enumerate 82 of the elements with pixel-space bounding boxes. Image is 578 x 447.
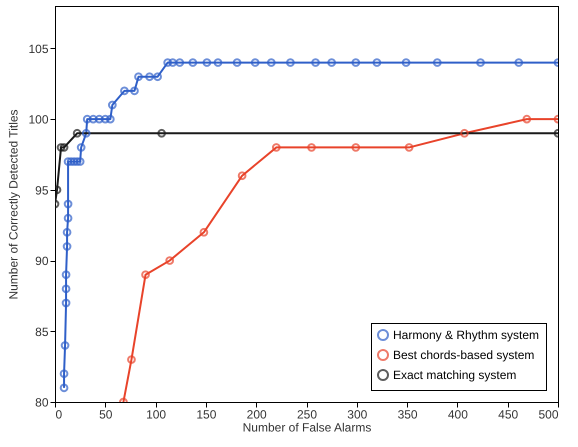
point <box>62 242 72 251</box>
point <box>202 58 212 67</box>
point <box>157 128 166 138</box>
point <box>70 157 78 166</box>
point <box>72 157 82 166</box>
legend-label: Exact matching system <box>393 368 516 382</box>
legend-label: Best chords-based system <box>393 348 534 362</box>
point <box>108 100 117 110</box>
point <box>100 114 110 124</box>
point <box>351 143 360 152</box>
point <box>72 128 82 138</box>
point <box>94 114 104 124</box>
point <box>62 284 70 294</box>
point <box>372 58 382 67</box>
y-tick-label: 100 <box>28 112 49 127</box>
point <box>76 143 86 152</box>
point <box>64 214 72 222</box>
point <box>404 143 414 152</box>
legend-label: Harmony & Rhythm system <box>393 328 540 342</box>
point <box>168 58 178 67</box>
point <box>60 369 68 378</box>
point <box>165 256 174 265</box>
point <box>62 228 72 237</box>
point <box>402 58 410 67</box>
point <box>476 58 485 67</box>
point <box>200 228 208 237</box>
y-tick-label: 90 <box>35 254 49 268</box>
point <box>88 114 98 124</box>
point <box>64 157 72 166</box>
point <box>62 298 70 308</box>
point <box>238 171 246 180</box>
point <box>56 143 66 152</box>
point <box>514 58 524 67</box>
point <box>286 58 295 67</box>
x-tick-label: 400 <box>448 408 468 422</box>
point <box>60 143 68 152</box>
x-tick-label: 450 <box>498 408 519 422</box>
x-tick-label: 150 <box>196 408 217 422</box>
point <box>60 341 70 350</box>
point <box>175 58 184 67</box>
x-tick-label: 350 <box>398 408 418 422</box>
point <box>272 143 281 152</box>
y-tick-label: 95 <box>35 183 49 198</box>
point <box>127 355 136 364</box>
point <box>432 58 442 67</box>
point <box>82 128 91 138</box>
point <box>327 58 336 67</box>
point <box>62 270 70 280</box>
x-tick-label: 50 <box>99 408 113 422</box>
x-tick-label: 500 <box>538 408 559 422</box>
x-tick-label: 300 <box>347 408 368 422</box>
x-tick-label: 100 <box>146 408 166 422</box>
y-tick-label: 80 <box>35 396 49 410</box>
point <box>232 58 242 67</box>
point <box>153 72 162 82</box>
x-tick-label: 200 <box>246 408 268 422</box>
point <box>307 143 316 152</box>
point <box>66 157 76 166</box>
point <box>141 270 150 280</box>
x-tick-label: 250 <box>296 408 318 422</box>
point <box>266 58 276 67</box>
point <box>76 157 85 166</box>
point <box>460 128 469 138</box>
point <box>163 58 172 67</box>
y-axis-title: Number of Correctly Detected Titles <box>6 109 20 300</box>
point <box>134 72 143 82</box>
point <box>522 114 532 124</box>
point <box>145 72 154 82</box>
point <box>106 114 115 124</box>
y-tick-label: 105 <box>28 42 49 56</box>
point <box>250 58 260 67</box>
point <box>130 86 139 96</box>
point <box>311 58 320 67</box>
point <box>120 86 129 96</box>
x-tick-label: 0 <box>56 408 62 422</box>
point <box>82 114 92 124</box>
y-tick-label: 85 <box>35 324 49 339</box>
point <box>64 200 72 208</box>
point <box>214 58 222 67</box>
point <box>188 58 198 67</box>
x-axis-title: Number of False Alarms <box>242 420 372 434</box>
point <box>351 58 360 67</box>
